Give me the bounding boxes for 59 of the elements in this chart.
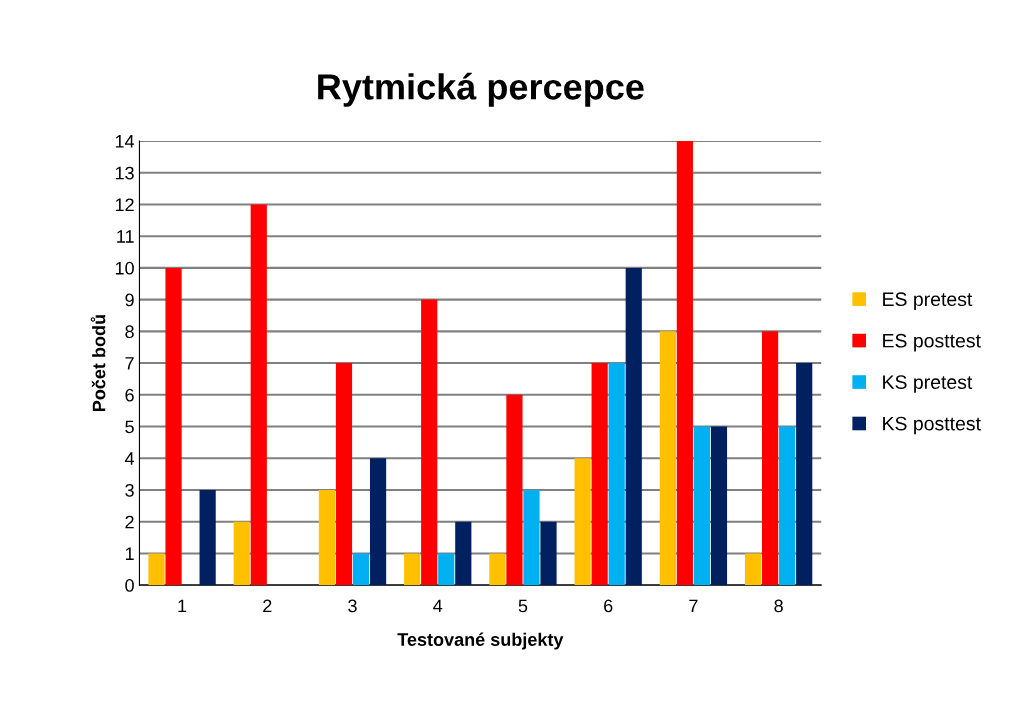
bar	[352, 553, 370, 586]
bar	[335, 363, 353, 586]
x-tick-label: 2	[263, 599, 272, 613]
bar	[369, 458, 387, 586]
bar	[574, 458, 591, 586]
bar	[438, 553, 455, 586]
bar	[523, 489, 540, 586]
y-tick-label: 3	[125, 483, 134, 497]
bar	[421, 299, 438, 586]
bar	[608, 363, 625, 586]
bar	[762, 331, 779, 586]
x-tick-label: 3	[348, 599, 357, 613]
x-tick-label: 8	[774, 599, 783, 613]
legend-label: ES pretest	[883, 292, 973, 310]
bar	[250, 204, 267, 586]
bar	[659, 331, 676, 586]
chart-title: Rytmická percepce	[318, 72, 644, 107]
x-axis-title: Testované subjekty	[397, 632, 564, 650]
y-tick-label: 12	[115, 198, 134, 211]
y-tick-label: 1	[125, 547, 134, 560]
bar	[693, 426, 711, 586]
bar	[625, 267, 642, 586]
x-tick-label: 1	[178, 599, 187, 613]
bar	[404, 553, 421, 586]
x-tick-label: 4	[433, 599, 443, 613]
x-tick-label: 5	[518, 599, 528, 613]
bar	[744, 553, 762, 586]
legend-label: KS pretest	[883, 375, 973, 393]
y-tick-label: 14	[115, 135, 135, 148]
y-tick-label: 8	[125, 325, 134, 339]
legend-label: ES posttest	[883, 333, 981, 352]
bar	[779, 426, 796, 586]
bar	[199, 489, 216, 586]
bar	[489, 553, 506, 586]
y-tick-label: 0	[125, 579, 134, 592]
bar	[796, 363, 813, 586]
bar	[540, 521, 557, 586]
y-tick-label: 10	[115, 261, 134, 275]
x-tick-label: 6	[604, 599, 613, 613]
y-tick-label: 5	[125, 420, 134, 434]
y-tick-label: 7	[125, 357, 134, 370]
bar	[318, 489, 336, 586]
y-tick-label: 11	[117, 230, 134, 243]
y-tick-label: 4	[124, 452, 135, 465]
bar	[591, 363, 608, 586]
bar	[148, 553, 165, 586]
bar	[233, 521, 250, 586]
bar	[710, 426, 728, 586]
y-tick-label: 2	[125, 515, 134, 529]
bar	[455, 521, 472, 586]
bar	[506, 394, 523, 586]
x-tick-label: 7	[689, 599, 698, 613]
bar	[676, 141, 693, 586]
y-tick-label: 6	[125, 388, 134, 402]
bar	[165, 267, 182, 586]
y-axis-title: Počet bodů	[90, 315, 106, 412]
y-tick-label: 9	[125, 293, 134, 307]
legend-label: KS posttest	[883, 416, 981, 435]
y-tick-label: 13	[115, 166, 134, 180]
